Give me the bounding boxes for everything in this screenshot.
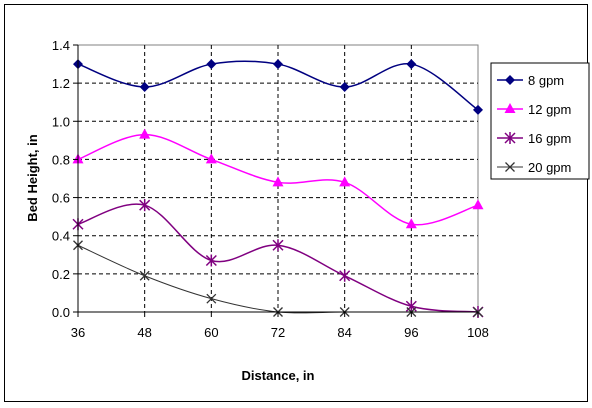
legend-label: 8 gpm: [528, 73, 564, 88]
legend-entry-20-gpm: 20 gpm: [497, 160, 571, 175]
legend-label: 12 gpm: [528, 102, 571, 117]
legend-entry-16-gpm: 16 gpm: [497, 131, 571, 146]
y-tick-label: 0.2: [52, 267, 70, 282]
data-point-8-gpm: [139, 81, 150, 92]
data-point-8-gpm: [273, 59, 283, 70]
data-point-20-gpm: [139, 270, 150, 281]
x-tick-label: 108: [467, 325, 489, 340]
x-tick-label: 72: [271, 325, 285, 340]
data-point-16-gpm: [405, 300, 417, 313]
legend-label: 16 gpm: [528, 131, 571, 146]
tick-labels: 0.0 0.2 0.4 0.6 0.8 1.0 1.2 1.4 36 48 60 72 84 96 108: [52, 38, 489, 340]
legend-marker: [505, 162, 515, 172]
data-point-8-gpm: [339, 81, 350, 92]
y-tick-label: 1.2: [52, 76, 70, 91]
data-point-8-gpm: [473, 104, 483, 115]
y-tick-label: 0.4: [52, 229, 70, 244]
data-point-16-gpm: [139, 199, 151, 212]
y-axis-title: Bed Height, in: [25, 134, 40, 221]
data-point-12-gpm: [405, 218, 417, 229]
y-tick-label: 0.8: [52, 152, 70, 167]
data-point-12-gpm: [205, 153, 217, 164]
y-tick-label: 0.6: [52, 191, 70, 206]
data-point-12-gpm: [139, 128, 151, 139]
legend: 8 gpm 12 gpm 16 gpm 20 gpm: [490, 62, 590, 180]
legend-marker: [504, 132, 516, 144]
data-point-16-gpm: [205, 254, 217, 267]
y-tick-label: 0.0: [52, 305, 70, 320]
legend-entry-12-gpm: 12 gpm: [497, 102, 571, 117]
legend-marker: [505, 75, 515, 85]
x-tick-label: 96: [404, 325, 418, 340]
data-point-16-gpm: [339, 269, 351, 282]
x-tick-label: 36: [71, 325, 85, 340]
x-tick-label: 60: [204, 325, 218, 340]
x-tick-label: 48: [137, 325, 151, 340]
data-point-8-gpm: [206, 59, 217, 70]
legend-entry-8-gpm: 8 gpm: [497, 73, 564, 88]
legend-label: 20 gpm: [528, 160, 571, 175]
y-tick-label: 1.0: [52, 114, 70, 129]
x-tick-label: 84: [337, 325, 351, 340]
x-axis-title: Distance, in: [242, 368, 315, 383]
data-point-12-gpm: [272, 176, 284, 187]
data-point-8-gpm: [406, 59, 417, 70]
y-tick-label: 1.4: [52, 38, 70, 53]
data-point-12-gpm: [339, 176, 351, 187]
data-point-20-gpm: [206, 293, 217, 304]
legend-marker: [504, 103, 516, 113]
data-point-16-gpm: [272, 239, 284, 252]
data-point-12-gpm: [472, 199, 484, 210]
